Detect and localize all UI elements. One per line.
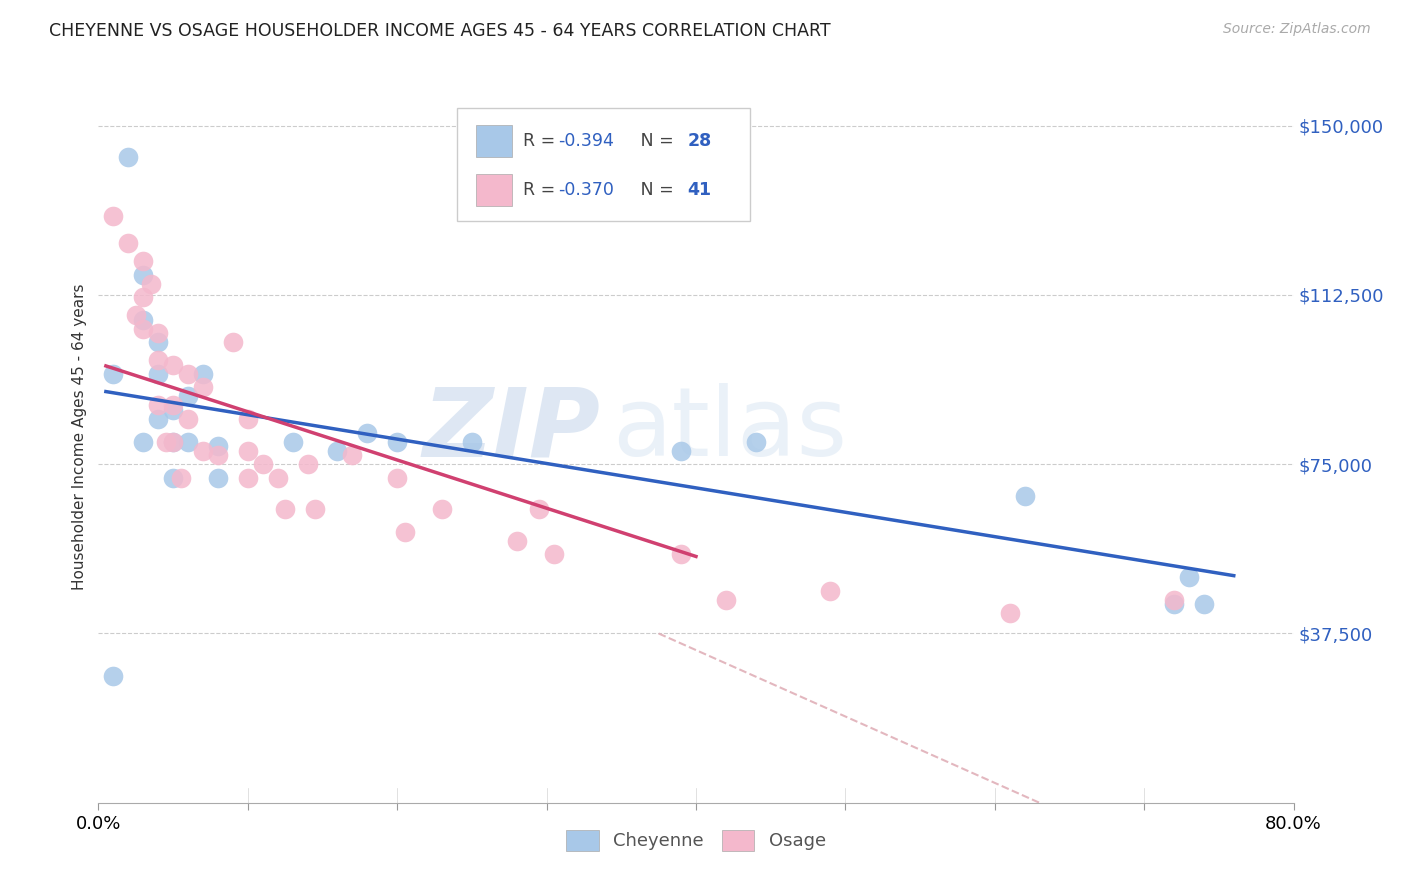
Point — [162, 434, 184, 449]
Point — [132, 290, 155, 304]
FancyBboxPatch shape — [477, 125, 512, 157]
Point — [385, 471, 409, 485]
Point — [356, 425, 378, 440]
Point — [132, 312, 155, 326]
Point — [177, 412, 200, 426]
Point — [162, 403, 184, 417]
Point — [103, 669, 125, 683]
Point — [394, 524, 416, 539]
Point — [1014, 489, 1036, 503]
Point — [236, 443, 259, 458]
Point — [252, 457, 274, 471]
FancyBboxPatch shape — [457, 108, 749, 221]
Point — [155, 434, 177, 449]
Point — [177, 367, 200, 381]
Text: -0.370: -0.370 — [558, 181, 614, 199]
Point — [169, 471, 191, 485]
Point — [430, 502, 453, 516]
Point — [148, 399, 170, 413]
Text: -0.394: -0.394 — [558, 132, 614, 150]
Point — [669, 443, 692, 458]
Point — [820, 583, 842, 598]
Point — [125, 308, 148, 322]
Text: ZIP: ZIP — [422, 384, 600, 476]
Point — [236, 412, 259, 426]
Text: CHEYENNE VS OSAGE HOUSEHOLDER INCOME AGES 45 - 64 YEARS CORRELATION CHART: CHEYENNE VS OSAGE HOUSEHOLDER INCOME AGE… — [49, 22, 831, 40]
Point — [207, 471, 229, 485]
Point — [132, 254, 155, 268]
Point — [342, 448, 364, 462]
Point — [162, 399, 184, 413]
Point — [527, 502, 550, 516]
Point — [1163, 592, 1185, 607]
Text: atlas: atlas — [613, 384, 848, 476]
Point — [162, 358, 184, 372]
Point — [1192, 597, 1215, 611]
Point — [543, 548, 565, 562]
Point — [148, 353, 170, 368]
Legend: Cheyenne, Osage: Cheyenne, Osage — [557, 821, 835, 860]
Point — [162, 434, 184, 449]
Point — [207, 439, 229, 453]
Y-axis label: Householder Income Ages 45 - 64 years: Householder Income Ages 45 - 64 years — [72, 284, 87, 591]
Point — [132, 434, 155, 449]
Text: R =: R = — [523, 181, 561, 199]
Text: N =: N = — [624, 181, 679, 199]
Point — [281, 434, 304, 449]
Point — [191, 443, 214, 458]
Point — [297, 457, 319, 471]
Point — [714, 592, 737, 607]
Point — [326, 443, 349, 458]
Point — [148, 326, 170, 341]
Point — [132, 268, 155, 282]
Point — [998, 606, 1021, 620]
Point — [222, 335, 245, 350]
Point — [191, 367, 214, 381]
Point — [148, 367, 170, 381]
Point — [148, 412, 170, 426]
Point — [132, 322, 155, 336]
Point — [1178, 570, 1201, 584]
FancyBboxPatch shape — [477, 174, 512, 206]
Point — [304, 502, 326, 516]
Point — [177, 434, 200, 449]
Point — [117, 235, 139, 250]
Text: Source: ZipAtlas.com: Source: ZipAtlas.com — [1223, 22, 1371, 37]
Point — [461, 434, 484, 449]
Point — [103, 209, 125, 223]
Point — [669, 548, 692, 562]
Text: 41: 41 — [688, 181, 711, 199]
Point — [207, 448, 229, 462]
Text: R =: R = — [523, 132, 561, 150]
Point — [117, 150, 139, 164]
Point — [385, 434, 409, 449]
Point — [191, 380, 214, 394]
Point — [162, 471, 184, 485]
Point — [139, 277, 162, 291]
Point — [148, 335, 170, 350]
Point — [267, 471, 290, 485]
Text: 28: 28 — [688, 132, 711, 150]
Point — [103, 367, 125, 381]
Point — [506, 533, 529, 548]
Point — [1163, 597, 1185, 611]
Point — [745, 434, 768, 449]
Point — [274, 502, 297, 516]
Point — [177, 389, 200, 403]
Text: N =: N = — [624, 132, 679, 150]
Point — [236, 471, 259, 485]
